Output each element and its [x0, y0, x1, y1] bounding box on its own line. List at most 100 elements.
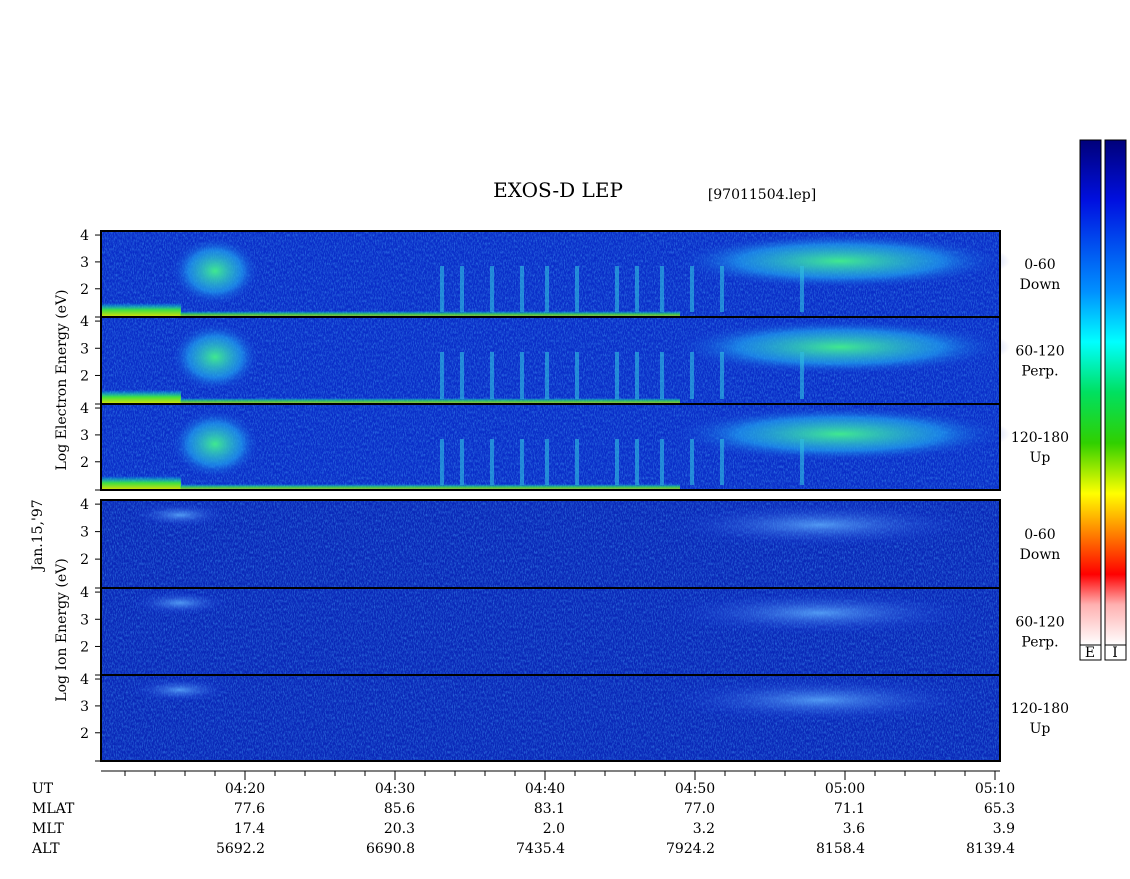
arc-feature: [660, 591, 980, 635]
arc-feature: [130, 591, 230, 615]
streak: [575, 439, 579, 485]
low-energy-band: [101, 390, 181, 404]
row-value: 7435.4: [516, 841, 565, 857]
row-value: 2.0: [543, 821, 565, 837]
arc-feature: [170, 322, 260, 392]
file-name: [97011504.lep]: [708, 187, 816, 203]
row-value: 77.6: [234, 801, 265, 817]
y-tick-label: 2: [80, 455, 89, 471]
streak: [635, 266, 639, 312]
y-tick-label: 4: [80, 497, 89, 513]
streak: [520, 266, 524, 312]
arc-feature: [130, 503, 230, 527]
streak: [690, 439, 694, 485]
row-value: 5692.2: [216, 841, 265, 857]
row-value: 77.0: [684, 801, 715, 817]
arc-feature: [660, 678, 980, 722]
streak: [440, 352, 444, 399]
streak: [520, 439, 524, 485]
streak: [460, 439, 464, 485]
panel-label: 60-120: [1015, 615, 1064, 631]
panel-frame: [100, 403, 1001, 491]
streak: [660, 439, 664, 485]
panel-frame: [100, 674, 1001, 762]
x-tick-label: 04:40: [525, 781, 565, 797]
row-value: 20.3: [384, 821, 415, 837]
row-value: 3.9: [993, 821, 1015, 837]
arc-feature: [170, 409, 260, 479]
streak: [800, 352, 804, 399]
streak: [800, 266, 804, 312]
panel-label: Down: [1020, 547, 1061, 563]
row-value: 17.4: [234, 821, 265, 837]
streak: [440, 266, 444, 312]
row-value: 3.2: [693, 821, 715, 837]
panel-label: Perp.: [1021, 364, 1058, 380]
row-value: 8139.4: [966, 841, 1015, 857]
panel-label: 60-120: [1015, 344, 1064, 360]
panel-label: 120-180: [1011, 701, 1069, 717]
date: Jan.15,'97: [30, 499, 46, 572]
panel-label: Perp.: [1021, 635, 1058, 651]
row-label: UT: [32, 781, 54, 797]
streak: [660, 352, 664, 399]
colorbar: [1079, 139, 1102, 646]
electron-axis-label: Log Electron Energy (eV): [54, 289, 70, 470]
row-value: 83.1: [534, 801, 565, 817]
streak: [460, 352, 464, 399]
streak: [690, 352, 694, 399]
streak: [615, 439, 619, 485]
y-tick-label: 4: [80, 314, 89, 330]
arc-feature: [670, 319, 1010, 375]
y-tick-label: 2: [80, 552, 89, 568]
y-tick-label: 4: [80, 672, 89, 688]
y-tick-label: 4: [80, 401, 89, 417]
streak: [635, 439, 639, 485]
panel-label: Up: [1030, 450, 1051, 466]
streak: [440, 439, 444, 485]
streak: [690, 266, 694, 312]
ion-axis-label: Log Ion Energy (eV): [54, 558, 70, 701]
low-energy-band: [180, 311, 680, 317]
streak: [575, 266, 579, 312]
streak: [545, 352, 549, 399]
streak: [800, 439, 804, 485]
streak: [660, 266, 664, 312]
arc-feature: [670, 233, 1010, 289]
colorbar: [1104, 139, 1127, 646]
streak: [720, 352, 724, 399]
panel-label: 0-60: [1024, 527, 1055, 543]
x-tick-label: 05:10: [975, 781, 1015, 797]
y-tick-label: 2: [80, 639, 89, 655]
streak: [545, 439, 549, 485]
low-energy-band: [101, 303, 181, 317]
y-tick-label: 3: [80, 341, 89, 357]
row-label: ALT: [31, 841, 60, 857]
colorbar-box: [1104, 644, 1127, 661]
row-value: 8158.4: [816, 841, 865, 857]
row-value: 65.3: [984, 801, 1015, 817]
row-value: 7924.2: [666, 841, 715, 857]
spectrograms: 2 3 4 2 3 4 2 3 4 2 3 4 2 3 4 2 3 4: [80, 228, 1010, 762]
streak: [635, 352, 639, 399]
y-tick-label: 3: [80, 255, 89, 271]
colorbar-label: I: [1112, 645, 1118, 661]
y-tick-label: 4: [80, 585, 89, 601]
y-tick-label: 2: [80, 282, 89, 298]
y-tick-label: 3: [80, 612, 89, 628]
streak: [545, 266, 549, 312]
low-energy-band: [101, 476, 181, 490]
y-tick-label: 2: [80, 726, 89, 742]
title: EXOS-D LEP: [493, 178, 623, 202]
streak: [520, 352, 524, 399]
panel-label: Up: [1030, 721, 1051, 737]
arc-feature: [670, 406, 1010, 462]
streak: [490, 439, 494, 485]
arc-feature: [660, 503, 980, 547]
y-tick-label: 4: [80, 228, 89, 244]
streak: [460, 266, 464, 312]
streak: [490, 266, 494, 312]
streak: [615, 352, 619, 399]
streak: [720, 439, 724, 485]
